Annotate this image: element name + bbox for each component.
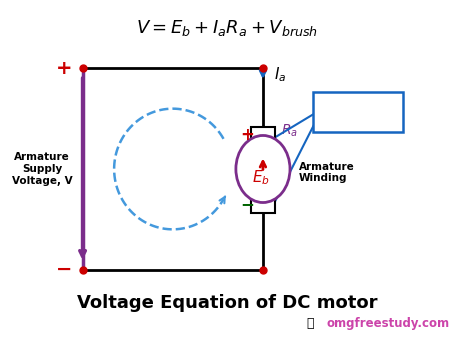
Text: −: − (56, 260, 73, 279)
Text: 📖: 📖 (307, 317, 314, 330)
Text: $R_a$: $R_a$ (281, 122, 298, 139)
Text: +: + (240, 126, 254, 144)
Text: $E_b$: $E_b$ (252, 168, 270, 187)
Text: Load: Load (335, 103, 380, 121)
FancyBboxPatch shape (251, 194, 275, 213)
Text: $I_a$: $I_a$ (274, 66, 286, 84)
Text: omgfreestudy.com: omgfreestudy.com (326, 317, 449, 330)
Ellipse shape (236, 136, 290, 202)
Text: −: − (240, 195, 254, 213)
Text: $V = E_b + I_aR_a + V_{brush}$: $V = E_b + I_aR_a + V_{brush}$ (136, 18, 318, 38)
Text: +: + (56, 59, 73, 78)
Text: Voltage Equation of DC motor: Voltage Equation of DC motor (77, 294, 377, 312)
FancyBboxPatch shape (251, 127, 275, 146)
Text: Armature
Supply
Voltage, V: Armature Supply Voltage, V (12, 152, 73, 186)
FancyBboxPatch shape (312, 92, 403, 132)
Text: Armature
Winding: Armature Winding (299, 162, 355, 183)
